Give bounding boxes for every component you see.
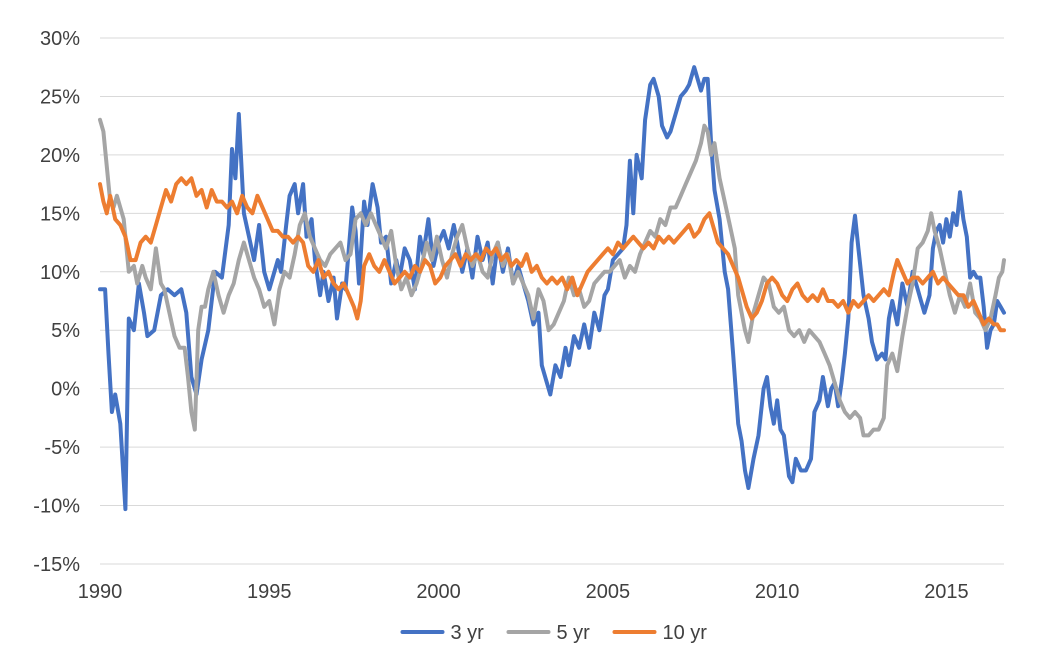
- x-tick-label: 1990: [78, 581, 123, 603]
- x-axis-tick-labels: 1990 1995 2000 2005 2010 2015: [78, 581, 969, 603]
- legend-label: 3 yr: [451, 622, 485, 644]
- x-tick-label: 2000: [416, 581, 461, 603]
- series-line-10-yr: [98, 176, 1006, 333]
- legend-label: 10 yr: [663, 622, 708, 644]
- legend-item: 5 yr: [506, 622, 591, 644]
- legend-item: 3 yr: [400, 622, 485, 644]
- legend: 3 yr 5 yr 10 yr: [400, 622, 708, 644]
- x-tick-label: 2005: [586, 581, 631, 603]
- gridlines: [100, 37, 1004, 565]
- y-axis-tick-labels: -15% -10% -5% 0% 5% 10% 15% 20% 25% 30%: [33, 28, 80, 576]
- y-tick-label: -15%: [33, 554, 80, 576]
- x-tick-label: 2015: [924, 581, 969, 603]
- y-tick-label: -5%: [44, 437, 80, 459]
- series-lines: [98, 65, 1006, 512]
- legend-item: 10 yr: [612, 622, 708, 644]
- y-tick-label: 10%: [40, 262, 80, 284]
- series-line-3-yr: [98, 65, 1006, 512]
- x-tick-label: 1995: [247, 581, 292, 603]
- y-tick-label: 30%: [40, 28, 80, 50]
- series-line-5-yr: [98, 117, 1006, 438]
- y-tick-label: 15%: [40, 203, 80, 225]
- x-tick-label: 2010: [755, 581, 800, 603]
- y-tick-label: 20%: [40, 145, 80, 167]
- y-tick-label: -10%: [33, 496, 80, 518]
- legend-label: 5 yr: [557, 622, 591, 644]
- y-tick-label: 5%: [51, 320, 80, 342]
- y-tick-label: 0%: [51, 379, 80, 401]
- y-tick-label: 25%: [40, 86, 80, 108]
